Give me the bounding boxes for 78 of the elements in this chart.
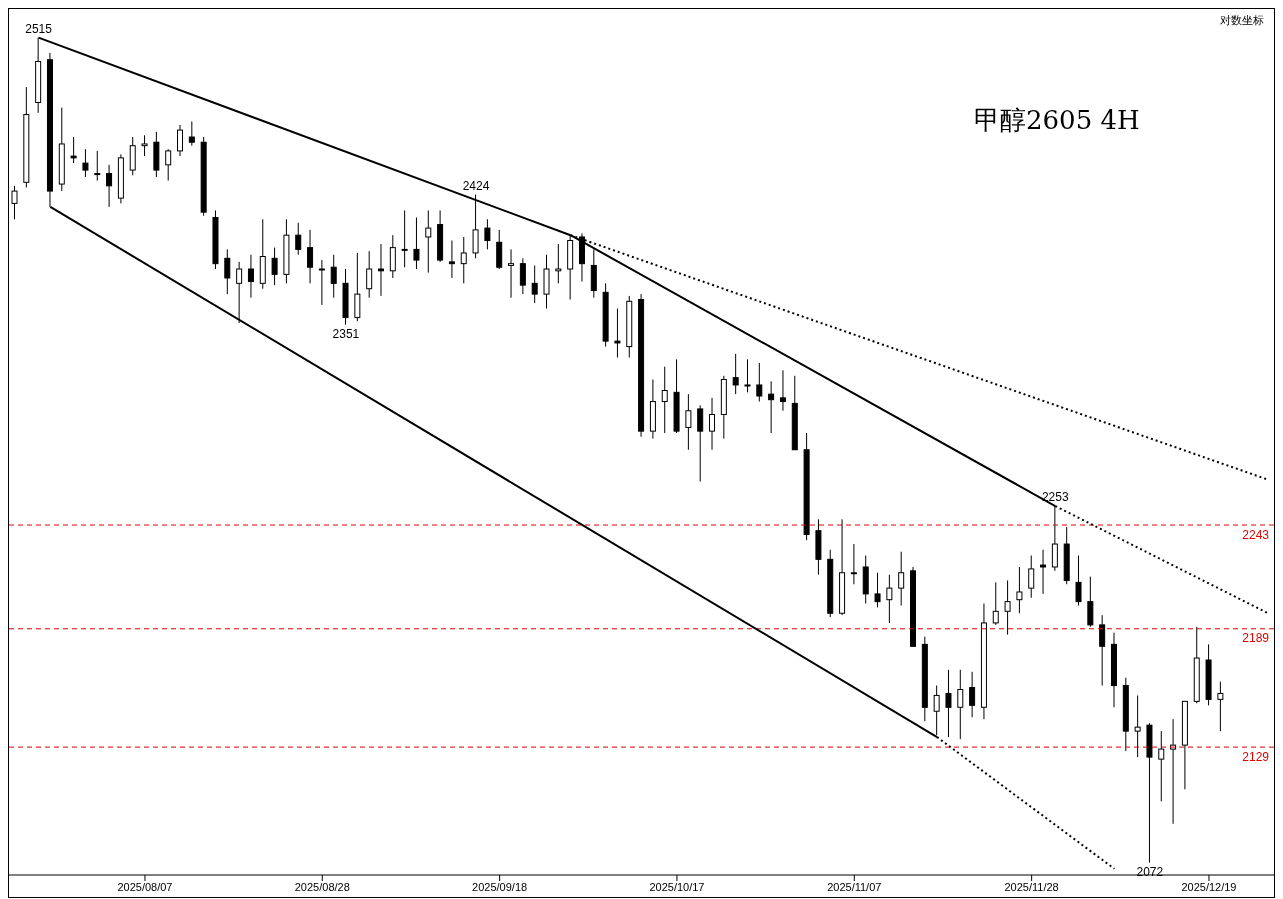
candlestick: [70, 136, 77, 164]
candlestick: [886, 574, 893, 624]
candlestick: [472, 194, 479, 259]
candlestick: [945, 669, 952, 738]
annotation: 2515: [25, 21, 53, 36]
candlestick: [165, 148, 172, 182]
candlestick: [1075, 555, 1082, 606]
x-tick-label: 2025/10/17: [649, 880, 705, 893]
candlestick: [106, 164, 113, 208]
candlestick: [508, 248, 515, 299]
candlestick: [531, 264, 538, 304]
candlestick: [94, 150, 101, 182]
candlestick: [555, 243, 562, 284]
candlestick: [992, 581, 999, 626]
annotation: 2424: [462, 178, 490, 193]
candlestick: [141, 134, 148, 157]
candlestick: [460, 236, 467, 284]
ref-line-label: 2189: [1242, 631, 1270, 646]
candlestick: [874, 572, 881, 608]
candlestick: [1087, 576, 1094, 628]
candlestick: [957, 669, 964, 740]
candlestick: [448, 240, 455, 279]
candlestick: [82, 148, 89, 178]
candlestick: [519, 257, 526, 295]
ref-line-label: 2243: [1242, 527, 1270, 542]
candlestick: [366, 250, 373, 299]
candlestick: [768, 380, 775, 434]
candlestick: [850, 543, 857, 585]
candlestick: [744, 358, 751, 393]
x-tick-label: 2025/08/07: [117, 880, 173, 893]
candlestick: [177, 124, 184, 157]
candlestick: [318, 259, 325, 306]
candlestick: [295, 222, 302, 256]
candlestick: [1028, 555, 1035, 599]
candlestick: [271, 247, 278, 286]
x-tick-label: 2025/12/19: [1181, 880, 1237, 893]
x-tick-label: 2025/09/18: [472, 880, 528, 893]
candlestick: [401, 209, 408, 268]
candlestick: [1016, 566, 1023, 614]
candlestick: [1217, 681, 1224, 732]
text: 甲醇2605 4H: [974, 104, 1140, 137]
annotation: 对数坐标: [1220, 13, 1264, 28]
candlestick: [354, 252, 361, 322]
candlestick: [709, 397, 716, 451]
candlestick: [236, 261, 243, 324]
candlestick: [425, 209, 432, 274]
candlestick: [898, 551, 905, 606]
annotation: 2072: [1136, 865, 1164, 880]
annotation: 2351: [332, 327, 360, 342]
candlestick: [697, 404, 704, 483]
candlestick: [1004, 579, 1011, 636]
x-tick-label: 2025/11/07: [827, 880, 882, 893]
candlestick: [224, 248, 231, 295]
candlestick: [11, 185, 18, 220]
candlestick: [378, 243, 384, 297]
candlestick: [247, 254, 254, 299]
candlestick: [732, 353, 739, 395]
candlestick: [1158, 730, 1165, 802]
candlestick: [1040, 549, 1047, 595]
candlestick: [413, 216, 420, 270]
candlestick: [779, 369, 786, 412]
candlestick: [1099, 614, 1106, 687]
candlestick: [389, 234, 396, 279]
candlestick: [661, 366, 668, 434]
candlestick: [307, 229, 314, 284]
annotation: 2253: [1041, 490, 1069, 505]
candlestick: [188, 120, 195, 147]
ref-line-label: 2129: [1242, 749, 1270, 764]
x-tick-label: 2025/11/28: [1004, 880, 1059, 893]
candlestick: [756, 362, 763, 403]
candlestick: [484, 218, 491, 250]
candlestick: [614, 308, 621, 359]
candlestick: [330, 254, 337, 299]
candlestick: [685, 393, 692, 451]
x-tick-label: 2025/08/28: [294, 880, 350, 893]
candlestick: [1134, 694, 1141, 758]
candlestick: [1170, 718, 1177, 825]
candlestick: [969, 671, 976, 718]
